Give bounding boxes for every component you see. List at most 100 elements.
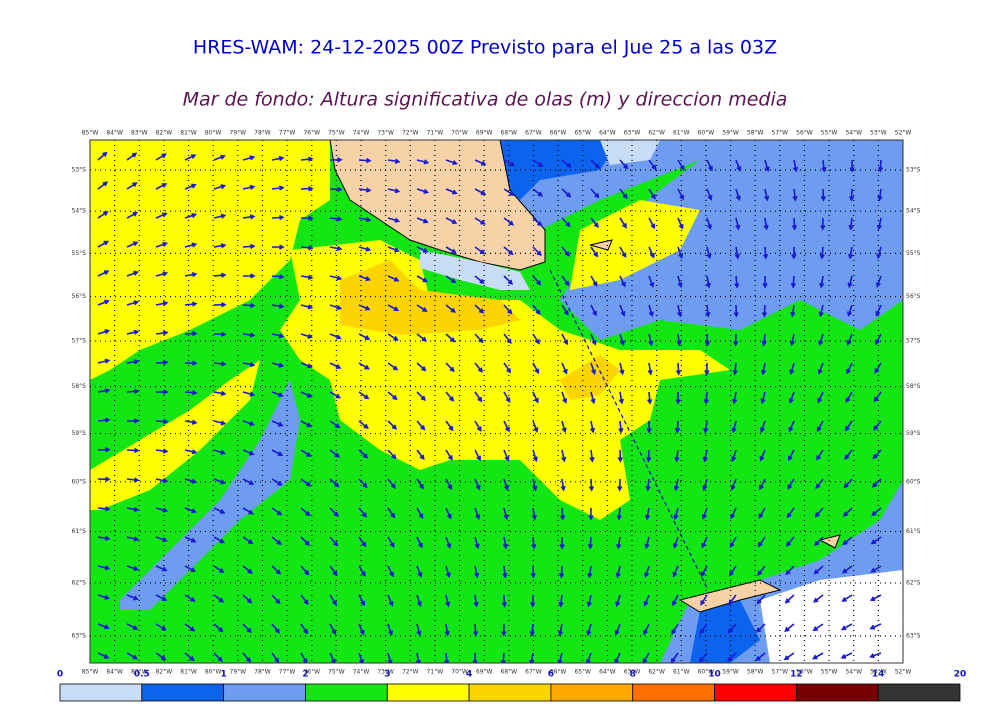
arrow [213, 390, 227, 396]
arrow [789, 362, 795, 376]
arrow [126, 594, 139, 601]
arrow [242, 243, 256, 250]
arrow [184, 271, 198, 278]
arrow [561, 420, 567, 434]
arrow [445, 304, 456, 313]
colorbar-segment [795, 683, 879, 702]
arrow [561, 275, 570, 287]
arrow [126, 152, 138, 161]
arrow [472, 623, 479, 637]
arrow [648, 159, 657, 171]
arrow [184, 565, 197, 573]
arrow [474, 478, 481, 491]
arrow [213, 478, 226, 485]
arrow [416, 217, 429, 224]
arrow [847, 246, 854, 260]
arrow [329, 623, 337, 636]
arrow [97, 594, 111, 600]
arrow [329, 478, 340, 488]
arrow [416, 391, 426, 401]
lon-label-bottom: 83°W [131, 669, 148, 676]
arrow [532, 304, 541, 316]
lon-label-top: 74°W [353, 130, 370, 137]
lon-label-bottom: 60°W [698, 669, 715, 676]
arrow [814, 507, 824, 518]
arrow [874, 362, 882, 374]
arrow [155, 183, 168, 190]
arrow [300, 274, 314, 280]
arrow [561, 362, 568, 375]
arrow [213, 420, 227, 426]
arrow [503, 362, 512, 374]
arrow [648, 246, 655, 259]
colorbar-tick-label: 8 [630, 670, 636, 680]
lon-label-top: 77°W [279, 130, 296, 137]
arrow [755, 623, 766, 633]
lon-label-bottom: 81°W [180, 669, 197, 676]
arrow [590, 217, 599, 228]
arrow [358, 304, 371, 311]
arrow [97, 181, 109, 190]
arrow [184, 331, 198, 337]
arrow [329, 536, 339, 547]
arrow [819, 246, 825, 260]
arrow [648, 188, 656, 200]
lon-label-bottom: 63°W [624, 669, 641, 676]
arrow [97, 447, 111, 453]
arrow [842, 507, 853, 517]
arrow [706, 188, 713, 201]
arrow [787, 478, 795, 490]
arrow [271, 214, 285, 221]
lon-label-top: 58°W [747, 130, 764, 137]
arrow [358, 246, 372, 252]
arrow [416, 304, 428, 312]
arrow [619, 333, 625, 347]
arrow [817, 362, 824, 375]
arrow [126, 447, 140, 454]
arrow [329, 333, 342, 340]
arrow [785, 565, 795, 576]
arrow [617, 478, 623, 492]
lon-label-bottom: 84°W [106, 669, 123, 676]
arrow [812, 623, 824, 632]
arrow [329, 275, 343, 281]
lon-label-bottom: 65°W [574, 669, 591, 676]
colorbar-segment [550, 683, 634, 702]
arrow [97, 417, 111, 423]
arrow [501, 623, 507, 637]
arrow [875, 333, 882, 346]
lon-label-bottom: 70°W [451, 669, 468, 676]
arrow [869, 623, 882, 630]
arrow [700, 565, 708, 578]
arrow [704, 362, 710, 376]
arrow [873, 391, 882, 403]
arrow [785, 536, 795, 547]
arrow [473, 594, 479, 608]
arrow [271, 303, 285, 309]
lon-label-top: 85°W [82, 130, 99, 137]
arrow [704, 333, 710, 347]
arrow [213, 184, 227, 190]
arrow [416, 478, 424, 490]
arrow [674, 449, 680, 463]
arrow [271, 185, 285, 191]
arrow [618, 391, 624, 405]
arrow [242, 184, 256, 190]
arrow [474, 304, 485, 314]
arrow [786, 507, 795, 519]
arrow [271, 594, 281, 605]
arrow [155, 271, 169, 277]
arrow [503, 333, 512, 345]
arrow [97, 623, 110, 630]
arrow [759, 449, 766, 462]
colorbar-segment [386, 683, 470, 702]
arrow [445, 217, 458, 224]
arrow [706, 246, 712, 260]
arrow [648, 333, 654, 347]
arrow [644, 536, 650, 550]
arrow [242, 623, 252, 634]
arrow [416, 275, 429, 283]
arrow [445, 565, 451, 579]
arrow [155, 594, 168, 601]
